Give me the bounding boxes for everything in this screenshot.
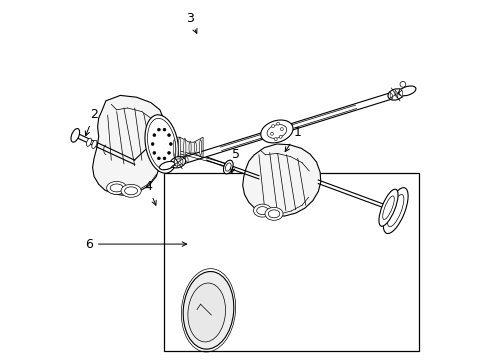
Ellipse shape xyxy=(266,125,286,138)
Ellipse shape xyxy=(121,184,141,197)
Ellipse shape xyxy=(157,157,160,160)
Text: 1: 1 xyxy=(285,126,301,152)
Polygon shape xyxy=(170,137,203,158)
Ellipse shape xyxy=(110,184,123,192)
Ellipse shape xyxy=(387,89,403,100)
Polygon shape xyxy=(174,158,177,167)
Ellipse shape xyxy=(169,143,172,145)
Text: 4: 4 xyxy=(144,180,156,205)
Text: 3: 3 xyxy=(185,12,197,33)
Ellipse shape xyxy=(124,187,137,195)
Ellipse shape xyxy=(264,207,283,220)
Ellipse shape xyxy=(173,159,182,166)
Ellipse shape xyxy=(398,86,415,96)
Ellipse shape xyxy=(106,181,126,194)
Ellipse shape xyxy=(147,118,176,170)
Ellipse shape xyxy=(223,160,233,174)
Ellipse shape xyxy=(386,194,403,227)
Ellipse shape xyxy=(256,207,268,215)
Circle shape xyxy=(274,138,277,141)
Ellipse shape xyxy=(382,196,393,220)
Circle shape xyxy=(280,128,283,131)
Ellipse shape xyxy=(173,140,175,156)
Ellipse shape xyxy=(163,128,165,131)
Circle shape xyxy=(271,125,274,127)
Ellipse shape xyxy=(268,210,279,218)
Ellipse shape xyxy=(188,141,191,154)
Ellipse shape xyxy=(157,128,160,131)
Ellipse shape xyxy=(194,142,196,153)
Ellipse shape xyxy=(199,140,201,156)
Polygon shape xyxy=(180,157,183,165)
Circle shape xyxy=(270,132,273,135)
Ellipse shape xyxy=(183,138,185,157)
Ellipse shape xyxy=(260,120,292,143)
Ellipse shape xyxy=(163,157,165,160)
Circle shape xyxy=(279,135,282,138)
Ellipse shape xyxy=(144,115,178,173)
Polygon shape xyxy=(185,156,188,163)
Ellipse shape xyxy=(92,140,97,148)
Ellipse shape xyxy=(253,204,271,217)
Ellipse shape xyxy=(383,188,407,234)
Ellipse shape xyxy=(167,134,170,136)
Ellipse shape xyxy=(167,152,170,154)
Ellipse shape xyxy=(153,134,156,136)
Ellipse shape xyxy=(378,189,397,226)
Polygon shape xyxy=(92,95,163,195)
Ellipse shape xyxy=(153,152,156,154)
Polygon shape xyxy=(394,90,397,98)
Ellipse shape xyxy=(159,161,174,170)
Polygon shape xyxy=(242,144,320,216)
Bar xyxy=(163,173,418,351)
Ellipse shape xyxy=(71,129,80,142)
Polygon shape xyxy=(389,92,392,99)
Circle shape xyxy=(399,81,405,87)
Ellipse shape xyxy=(170,157,185,168)
Text: 6: 6 xyxy=(85,238,186,251)
Text: 2: 2 xyxy=(85,108,98,136)
Circle shape xyxy=(276,122,279,125)
Ellipse shape xyxy=(183,271,233,349)
Ellipse shape xyxy=(86,138,91,146)
Ellipse shape xyxy=(187,283,225,342)
Text: 5: 5 xyxy=(230,148,240,173)
Ellipse shape xyxy=(225,163,231,171)
Ellipse shape xyxy=(178,137,180,158)
Polygon shape xyxy=(399,88,402,98)
Ellipse shape xyxy=(151,143,154,145)
